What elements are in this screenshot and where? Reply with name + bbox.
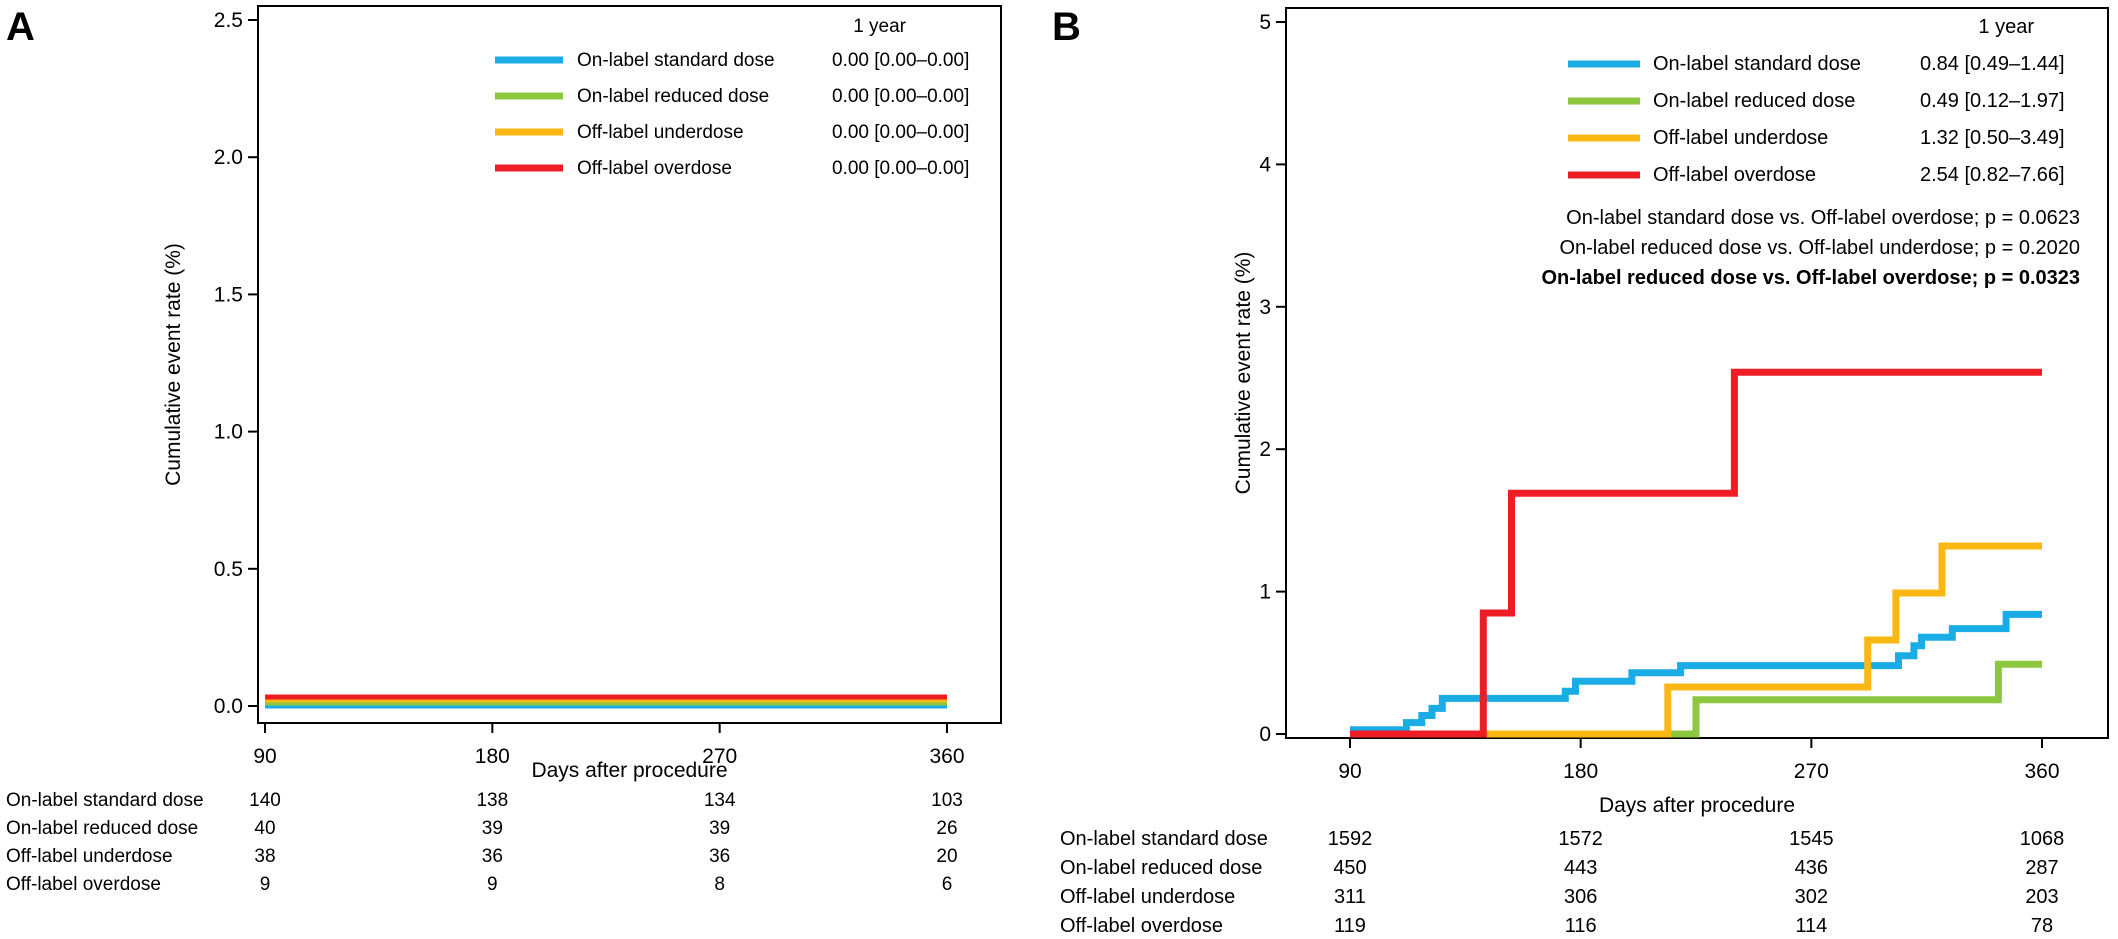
y-tick-label: 2.5: [214, 9, 243, 32]
y-tick-label: 0.5: [214, 558, 243, 581]
x-tick-label: 270: [1794, 760, 1829, 783]
risk-table-cell: 36: [482, 846, 503, 867]
legend-one-year-value: 0.49 [0.12–1.97]: [1920, 90, 2065, 112]
y-tick-label: 2.0: [214, 146, 243, 169]
panel-a: A 0.0 0.5 1.0 1.5 2.0 2.5 90 180 270 360 Days afte…: [6, 5, 1002, 895]
panel-b: B 0 1 2 3 4 5 90 180 270 360 Days after procedure C…: [1052, 5, 2109, 937]
risk-table-cell: 114: [1795, 915, 1827, 937]
plot-frame: [257, 5, 1002, 724]
risk-table-cell: 38: [254, 846, 275, 867]
risk-table-cell: 78: [2031, 915, 2053, 937]
risk-table-cell: 9: [487, 874, 498, 895]
legend-label: Off-label overdose: [1653, 164, 1816, 186]
series-line-on-label-standard-dose: [1350, 610, 2042, 734]
risk-table-cell: 1068: [2020, 828, 2065, 850]
risk-table-cell: 36: [709, 846, 730, 867]
risk-table-cell: 1592: [1328, 828, 1373, 850]
risk-table-cell: 1572: [1558, 828, 1603, 850]
legend-one-year-value: 1.32 [0.50–3.49]: [1920, 127, 2065, 149]
risk-table-cell: 436: [1795, 857, 1828, 879]
risk-table-cell: 39: [709, 818, 730, 839]
risk-table-cell: 302: [1795, 886, 1828, 908]
risk-table-cell: 39: [482, 818, 503, 839]
legend-one-year-value: 0.00 [0.00–0.00]: [832, 122, 969, 143]
legend-label: Off-label underdose: [577, 122, 744, 143]
legend-label: Off-label underdose: [1653, 127, 1828, 149]
y-tick-label: 1: [1259, 581, 1271, 604]
legend-one-year-value: 0.84 [0.49–1.44]: [1920, 53, 2065, 75]
panel-b-label: B: [1052, 5, 1081, 49]
legend-header: 1 year: [1978, 16, 2034, 38]
comparison-p-value: On-label standard dose vs. Off-label ove…: [1566, 207, 2080, 229]
risk-table-cell: 116: [1565, 915, 1597, 937]
legend-header: 1 year: [853, 16, 906, 37]
legend-label: On-label reduced dose: [1653, 90, 1855, 112]
risk-table-cell: 138: [476, 790, 508, 811]
risk-table-cell: 134: [704, 790, 736, 811]
risk-table-cell: 6: [942, 874, 953, 895]
y-tick-label: 0.0: [214, 695, 243, 718]
x-axis-label: Days after procedure: [531, 759, 727, 782]
x-tick-label: 180: [475, 745, 510, 768]
risk-table-cell: 103: [931, 790, 963, 811]
y-axis-label: Cumulative event rate (%): [162, 243, 185, 486]
risk-table-cell: 8: [714, 874, 725, 895]
risk-table-cell: 140: [249, 790, 281, 811]
risk-table-cell: 1545: [1789, 828, 1834, 850]
plot-frame: [1285, 7, 2109, 739]
risk-table-cell: 26: [936, 818, 957, 839]
legend-one-year-value: 0.00 [0.00–0.00]: [832, 50, 969, 71]
risk-table-row-label: On-label reduced dose: [1060, 857, 1262, 879]
legend-one-year-value: 0.00 [0.00–0.00]: [832, 86, 969, 107]
y-tick-label: 1.5: [214, 283, 243, 306]
y-tick-label: 1.0: [214, 421, 243, 444]
risk-table-row-label: Off-label underdose: [6, 846, 173, 867]
legend-label: On-label reduced dose: [577, 86, 769, 107]
risk-table-cell: 306: [1564, 886, 1597, 908]
risk-table-row-label: Off-label overdose: [6, 874, 161, 895]
risk-table-cell: 9: [260, 874, 271, 895]
series-line-off-label-underdose: [1350, 542, 2042, 738]
y-axis-label: Cumulative event rate (%): [1232, 252, 1255, 495]
x-tick-label: 360: [2024, 760, 2059, 783]
risk-table-row-label: On-label reduced dose: [6, 818, 198, 839]
x-tick-label: 90: [1338, 760, 1361, 783]
legend-one-year-value: 2.54 [0.82–7.66]: [1920, 164, 2065, 186]
y-tick-label: 3: [1259, 296, 1271, 319]
risk-table-cell: 20: [936, 846, 957, 867]
risk-table-cell: 450: [1333, 857, 1366, 879]
y-tick-label: 5: [1259, 11, 1271, 34]
y-tick-label: 0: [1259, 723, 1271, 746]
comparison-p-value: On-label reduced dose vs. Off-label over…: [1541, 267, 2080, 289]
risk-table-row-label: On-label standard dose: [6, 790, 204, 811]
risk-table-cell: 287: [2025, 857, 2058, 879]
y-tick-label: 4: [1259, 153, 1271, 176]
risk-table-cell: 311: [1334, 886, 1366, 908]
y-tick-label: 2: [1259, 438, 1271, 461]
risk-table-row-label: Off-label underdose: [1060, 886, 1235, 908]
risk-table-row-label: On-label standard dose: [1060, 828, 1268, 850]
legend-label: On-label standard dose: [1653, 53, 1861, 75]
risk-table-cell: 119: [1334, 915, 1366, 937]
x-tick-label: 360: [929, 745, 964, 768]
risk-table-cell: 203: [2025, 886, 2058, 908]
risk-table-row-label: Off-label overdose: [1060, 915, 1223, 937]
series-line-off-label-overdose: [1350, 368, 2042, 738]
legend-label: Off-label overdose: [577, 158, 732, 179]
x-tick-label: 270: [702, 745, 737, 768]
x-axis-label: Days after procedure: [1599, 794, 1795, 817]
x-tick-label: 180: [1563, 760, 1598, 783]
risk-table-cell: 40: [254, 818, 275, 839]
panel-a-label: A: [6, 5, 35, 49]
comparison-p-value: On-label reduced dose vs. Off-label unde…: [1559, 237, 2080, 259]
legend-label: On-label standard dose: [577, 50, 775, 71]
legend-one-year-value: 0.00 [0.00–0.00]: [832, 158, 969, 179]
risk-table-cell: 443: [1564, 857, 1597, 879]
x-tick-label: 90: [253, 745, 276, 768]
